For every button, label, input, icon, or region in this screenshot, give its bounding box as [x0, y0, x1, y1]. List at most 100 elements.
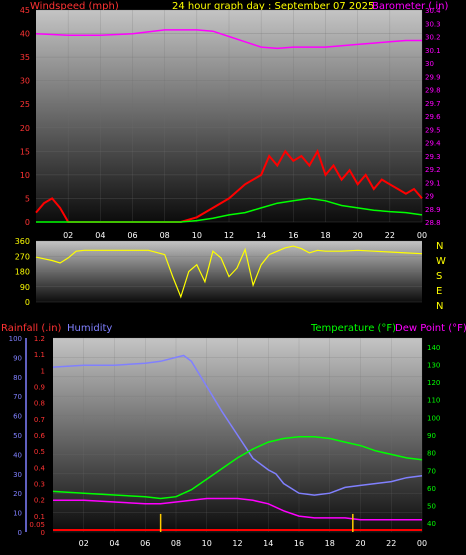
wind-x-tick-label: 08: [160, 231, 170, 240]
temp-tick-label: 60: [427, 485, 436, 493]
rain-tick-label: 0.4: [34, 464, 46, 472]
temp-x-tick-label: 08: [171, 539, 181, 548]
temp-tick-label: 140: [427, 344, 440, 352]
humidity-tick-label: 40: [13, 451, 22, 459]
humidity-tick-label: 90: [13, 354, 22, 362]
humidity-tick-label: 80: [13, 374, 22, 382]
compass-s: S: [436, 271, 442, 282]
temp-x-tick-label: 12: [232, 539, 242, 548]
baro-tick-label: 29.7: [425, 100, 441, 108]
baro-tick-label: 30: [425, 60, 434, 68]
baro-tick-label: 30.2: [425, 34, 441, 42]
wind-direction-line: [35, 245, 423, 299]
baro-tick-label: 28.8: [425, 219, 441, 227]
temp-x-tick-label: 18: [325, 539, 335, 548]
humidity-tick-label: 20: [13, 490, 22, 498]
humidity-line: [52, 354, 423, 496]
rain-tick-label: 1.1: [34, 351, 45, 359]
wind-tick-label: 30: [20, 77, 30, 86]
barometer-line: [35, 29, 422, 50]
humidity-tick-label: 30: [13, 471, 22, 479]
baro-tick-label: 29.1: [425, 179, 441, 187]
baro-tick-label: 29.5: [425, 126, 441, 134]
compass-labels: N W S E N: [436, 241, 446, 312]
wind-x-tick-label: 06: [127, 231, 137, 240]
baro-tick-label: 29.2: [425, 166, 441, 174]
wind-x-tick-label: 00: [417, 231, 427, 240]
temp-x-tick-label: 00: [417, 539, 427, 548]
temp-tick-label: 100: [427, 414, 440, 422]
temp-x-tick-label: 04: [109, 539, 119, 548]
dir-tick-label: 180: [15, 268, 30, 277]
dir-tick-label: 270: [15, 252, 30, 261]
temp-x-tick-label: 06: [140, 539, 150, 548]
rain-tick-label: 0.5: [34, 448, 45, 456]
dir-tick-label: 0: [25, 298, 30, 307]
humidity-axis-title: Humidity: [67, 323, 112, 334]
dewpoint-line: [53, 497, 422, 521]
temp-tick-label: 50: [427, 503, 436, 511]
wind-axis-title: Windspeed (mph): [30, 1, 119, 12]
wind-tick-label: 5: [25, 194, 30, 203]
wind-tick-label: 40: [20, 30, 30, 39]
temp-x-tick-label: 20: [355, 539, 365, 548]
rain-tick-label: 0.8: [34, 400, 45, 408]
wind-x-tick-label: 10: [192, 231, 202, 240]
rain-tick-label: 0.7: [34, 416, 45, 424]
temp-x-tick-label: 10: [202, 539, 212, 548]
wind-x-tick-label: 12: [224, 231, 234, 240]
wind-tick-label: 0: [25, 218, 30, 227]
chart-title: 24 hour graph day : September 07 2025: [172, 1, 374, 12]
wind-tick-label: 20: [20, 124, 30, 133]
temp-x-tick-label: 16: [294, 539, 304, 548]
baro-tick-label: 30.3: [425, 20, 441, 28]
wind-baro-panel: [36, 10, 422, 222]
dir-tick-label: 90: [20, 283, 30, 292]
wind-x-tick-label: 18: [320, 231, 330, 240]
humidity-tick-label: 50: [13, 432, 22, 440]
rain-tick-label: 0.1: [34, 513, 45, 521]
dew-axis-title: Dew Point (°F): [395, 323, 466, 334]
compass-e: E: [436, 286, 442, 297]
baro-tick-label: 29.8: [425, 87, 441, 95]
temp-tick-label: 130: [427, 361, 440, 369]
avg-wind-line: [36, 197, 423, 223]
wind-x-tick-label: 16: [288, 231, 298, 240]
rain-tick-label: 0.3: [34, 481, 45, 489]
rain-tick-label: 0.6: [34, 432, 46, 440]
wind-tick-label: 35: [20, 53, 30, 62]
humidity-tick-label: 60: [13, 413, 22, 421]
wind-tick-label: 45: [20, 6, 30, 15]
temp-tick-label: 80: [427, 450, 436, 458]
wind-x-tick-label: 20: [353, 231, 363, 240]
baro-tick-label: 30.4: [425, 7, 441, 15]
wind-x-tick-label: 22: [385, 231, 395, 240]
humidity-tick-label: 10: [13, 510, 22, 518]
compass-n-bottom: N: [436, 301, 443, 312]
rain-tick-label: 0.2: [34, 497, 45, 505]
temperature-line: [52, 436, 423, 500]
rain-tick-label: 0.05: [29, 521, 45, 529]
baro-tick-label: 28.9: [425, 206, 441, 214]
temp-x-tick-label: 02: [79, 539, 89, 548]
dir-tick-label: 360: [15, 237, 30, 246]
compass-n-top: N: [436, 241, 443, 252]
compass-w: W: [436, 256, 446, 267]
wind-tick-label: 15: [20, 147, 30, 156]
baro-tick-label: 29: [425, 193, 434, 201]
baro-tick-label: 30.1: [425, 47, 441, 55]
humidity-tick-label: 70: [13, 393, 22, 401]
baro-tick-label: 29.4: [425, 140, 441, 148]
wind-x-tick-label: 14: [256, 231, 266, 240]
rain-tick-label: 0.9: [34, 384, 45, 392]
rain-tick-label: 1: [41, 367, 45, 375]
baro-axis-title: Barometer (.in): [372, 1, 448, 12]
temp-tick-label: 90: [427, 432, 436, 440]
wind-tick-label: 25: [20, 100, 30, 109]
humidity-tick-label: 0: [18, 529, 22, 537]
rain-tick-label: 0: [41, 529, 45, 537]
temp-axis-title: Temperature (°F): [310, 323, 396, 334]
baro-tick-label: 29.6: [425, 113, 441, 121]
temp-tick-label: 40: [427, 520, 436, 528]
